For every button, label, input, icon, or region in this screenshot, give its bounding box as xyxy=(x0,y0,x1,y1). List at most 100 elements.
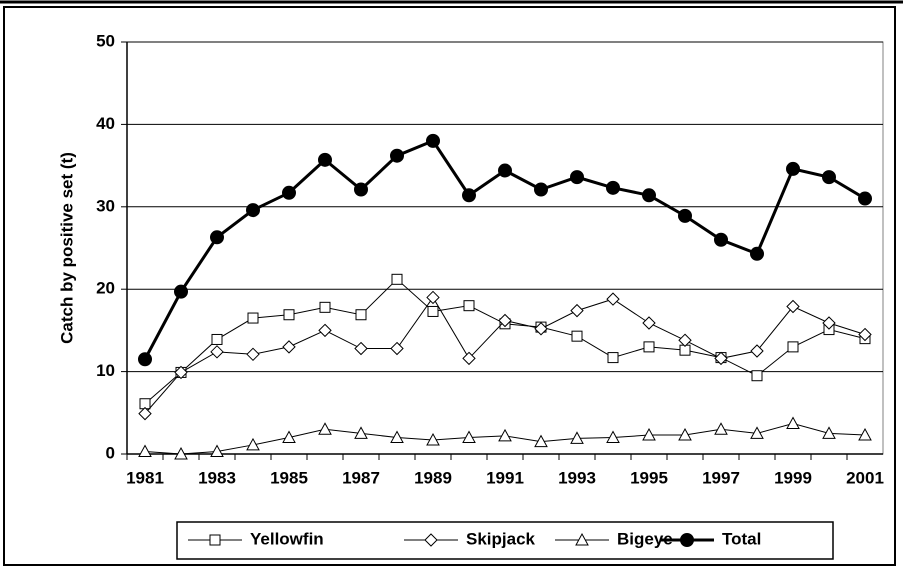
data-point xyxy=(570,431,584,444)
data-point xyxy=(210,444,224,458)
legend-label: Total xyxy=(722,529,761,548)
data-point xyxy=(354,426,368,439)
data-point xyxy=(786,299,800,314)
legend-entry: Yellowfin xyxy=(188,529,324,548)
legend-swatch-marker xyxy=(209,534,221,546)
data-point xyxy=(138,444,152,458)
data-point xyxy=(426,290,440,305)
data-point xyxy=(787,341,799,353)
data-point xyxy=(534,182,548,197)
x-tick-label: 1999 xyxy=(774,468,812,487)
x-tick-label: 1987 xyxy=(342,468,380,487)
data-point xyxy=(210,345,224,359)
x-tick-label: 1983 xyxy=(198,468,236,487)
data-point xyxy=(498,428,512,442)
data-point xyxy=(570,170,584,185)
data-point xyxy=(426,133,440,148)
legend-swatch-marker xyxy=(680,533,694,547)
data-point xyxy=(822,170,836,185)
data-point xyxy=(750,246,764,261)
data-point xyxy=(750,344,764,358)
x-tick-label: 1985 xyxy=(270,468,308,487)
data-point xyxy=(318,422,332,435)
y-tick-label: 30 xyxy=(96,196,115,215)
legend-swatch-marker xyxy=(575,532,589,546)
data-point xyxy=(751,370,763,382)
data-point xyxy=(318,323,332,338)
data-point xyxy=(570,303,584,318)
data-point xyxy=(498,313,512,328)
x-tick-label: 1981 xyxy=(126,468,164,487)
data-point xyxy=(247,312,259,324)
y-tick-label: 10 xyxy=(96,361,115,380)
data-point xyxy=(607,352,619,364)
data-point xyxy=(211,333,223,345)
data-point xyxy=(498,163,512,178)
legend-label: Bigeye xyxy=(617,529,673,548)
data-point xyxy=(678,208,692,223)
data-point xyxy=(858,428,872,441)
data-point xyxy=(282,340,296,354)
data-point xyxy=(463,300,475,312)
data-point xyxy=(462,430,476,444)
legend-label: Yellowfin xyxy=(250,529,324,548)
data-point xyxy=(391,273,403,285)
data-point xyxy=(138,406,152,421)
data-point xyxy=(318,152,332,167)
data-point xyxy=(174,446,188,460)
data-point xyxy=(858,191,872,206)
legend-entry: Total xyxy=(660,529,761,548)
data-point xyxy=(858,327,872,342)
data-point xyxy=(786,161,800,176)
y-tick-label: 40 xyxy=(96,114,115,133)
data-point xyxy=(786,416,800,430)
x-tick-label: 1993 xyxy=(558,468,596,487)
data-point xyxy=(462,188,476,203)
data-point xyxy=(174,365,188,380)
data-point xyxy=(390,148,404,163)
data-point xyxy=(319,301,331,313)
data-point xyxy=(714,351,728,366)
data-point xyxy=(678,333,692,347)
data-point xyxy=(678,428,692,441)
legend-swatch-marker xyxy=(424,533,438,547)
data-point xyxy=(606,292,620,306)
data-point xyxy=(174,284,188,299)
data-point xyxy=(246,347,260,362)
data-point xyxy=(246,437,260,451)
data-point xyxy=(354,341,368,356)
data-point xyxy=(750,426,764,439)
x-tick-label: 1991 xyxy=(486,468,524,487)
x-tick-label: 1989 xyxy=(414,468,452,487)
y-tick-label: 20 xyxy=(96,279,115,298)
data-point xyxy=(462,351,476,366)
data-point xyxy=(282,185,296,200)
data-point xyxy=(354,182,368,197)
x-tick-label: 2001 xyxy=(846,468,884,487)
data-point xyxy=(246,203,260,218)
data-point xyxy=(642,428,656,441)
data-point xyxy=(822,426,836,439)
data-point xyxy=(355,309,367,321)
data-point xyxy=(534,434,548,448)
y-tick-label: 0 xyxy=(106,443,115,462)
data-point xyxy=(534,322,548,336)
legend-entry: Skipjack xyxy=(404,529,536,548)
frame xyxy=(3,6,896,566)
data-point xyxy=(283,309,295,321)
data-point xyxy=(642,188,656,203)
x-tick-label: 1995 xyxy=(630,468,668,487)
legend-label: Skipjack xyxy=(466,529,536,548)
data-point xyxy=(426,432,440,446)
y-axis-label: Catch by positive set (t) xyxy=(57,152,76,344)
data-point xyxy=(210,230,224,245)
data-point xyxy=(606,180,620,195)
legend-entry: Bigeye xyxy=(555,529,673,548)
data-point xyxy=(571,330,583,342)
data-point xyxy=(138,352,152,367)
data-point xyxy=(282,430,296,444)
legend-box xyxy=(176,521,834,560)
legend: Yellowfin Skipjack Bigeye Total xyxy=(176,521,834,560)
data-point xyxy=(714,232,728,247)
